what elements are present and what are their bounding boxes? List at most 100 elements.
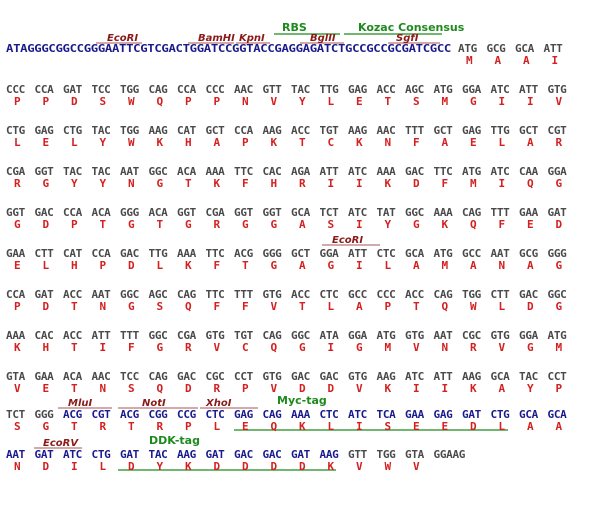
codon: GAC [120,247,139,260]
amino-acid: A [523,54,530,67]
amino-acid: T [157,218,164,231]
codon: GGAAG [434,448,466,461]
amino-acid: Q [157,95,164,108]
amino-acid: D [556,218,563,231]
codon: ACA [63,370,83,383]
amino-acid: N [100,300,107,313]
codon: CAC [35,329,54,342]
codon: AAT [6,448,26,461]
codon: GCA [548,408,568,421]
amino-acid: G [556,177,563,190]
codon: TTG [320,83,340,96]
amino-acid: M [385,341,392,354]
amino-acid: I [328,177,335,190]
codon: GGC [120,288,139,301]
codon: ATG [434,83,454,96]
codon: CTG [491,408,511,421]
codon: AAT [92,288,112,301]
codon: ACC [405,288,424,301]
amino-acid: K [271,136,278,149]
codon: AGA [291,165,311,178]
amino-acid: P [185,95,192,108]
amino-acid: E [43,382,50,395]
amino-acid: E [242,420,249,433]
amino-acid: D [527,300,534,313]
amino-acid: G [556,259,563,272]
amino-acid: G [413,218,420,231]
amino-acid: T [71,382,78,395]
codon: TAC [92,124,111,137]
amino-acid: I [442,382,449,395]
codon: GAT [548,206,568,219]
amino-acid: R [556,136,563,149]
codon: GCC [462,247,481,260]
amino-acid: K [214,177,221,190]
amino-acid: G [43,420,50,433]
amino-acid: V [499,341,506,354]
amino-acid: L [100,460,107,473]
leader-sequence: ATAGGGCGGCCGGGAATTCGTCGACTGGATCCGGTACCGA… [6,42,451,55]
codon: GGT [177,206,197,219]
codon: CTG [6,124,26,137]
codon: GCT [291,247,311,260]
feature-label-ddk-tag: DDK-tag [149,434,200,447]
codon: TTT [491,206,511,219]
amino-acid: F [128,341,135,354]
codon: AAC [377,124,396,137]
codon: TTT [120,329,140,342]
codon: CGC [462,329,481,342]
amino-acid: T [128,420,135,433]
codon: GGA [348,329,368,342]
codon: TTT [234,288,254,301]
amino-acid: A [299,218,306,231]
amino-acid: G [185,218,192,231]
codon: CTC [377,247,396,260]
codon: ATT [519,83,539,96]
codon: GAC [177,370,196,383]
codon: GGC [149,165,168,178]
codon: ATC [348,165,367,178]
amino-acid: F [442,177,449,190]
amino-acid: A [413,259,420,272]
amino-acid: E [527,218,534,231]
amino-acid: S [413,95,420,108]
codon: AAT [491,247,511,260]
amino-acid: I [527,95,534,108]
amino-acid: Q [442,300,449,313]
amino-acid: T [299,136,306,149]
amino-acid: F [214,300,221,313]
codon: CTT [35,247,55,260]
amino-acid: P [385,300,392,313]
codon: ATC [405,370,424,383]
amino-acid: K [157,136,164,149]
amino-acid: W [128,136,135,149]
amino-acid: F [242,300,249,313]
amino-acid: R [299,177,306,190]
amino-acid: A [356,300,363,313]
amino-acid: E [14,259,21,272]
amino-acid: I [356,420,363,433]
codon: AAA [377,165,397,178]
codon: GGC [548,288,567,301]
amino-acid: G [43,177,50,190]
codon: AAG [320,448,340,461]
amino-acid: A [499,382,506,395]
codon: CGG [149,408,169,421]
codon: AAA [291,408,311,421]
amino-acid: V [14,382,21,395]
feature-label-kozac: Kozac Consensus [358,21,465,34]
codon: GTA [6,370,26,383]
codon: TTC [206,288,225,301]
amino-acid: P [556,382,563,395]
amino-acid: E [413,420,420,433]
amino-acid: N [128,177,135,190]
amino-acid: A [299,259,306,272]
codon: GTA [405,448,425,461]
amino-acid: D [242,460,249,473]
codon: GTG [206,329,226,342]
codon: GTT [348,448,368,461]
codon: AAT [120,165,140,178]
codon: AAG [177,448,197,461]
codon: ACC [63,329,82,342]
codon: TTC [234,165,253,178]
